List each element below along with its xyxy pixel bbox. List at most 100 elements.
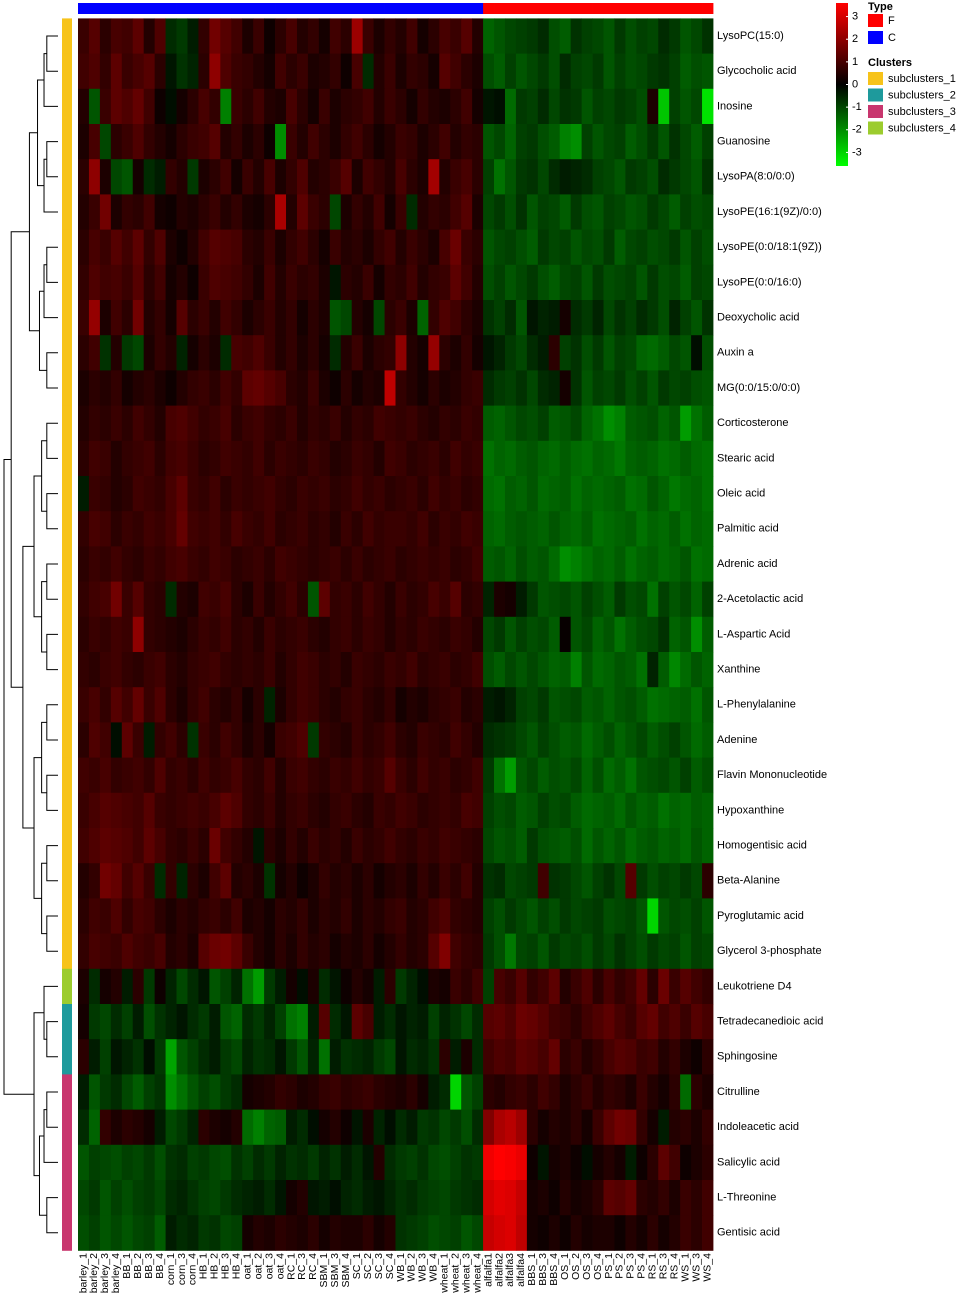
heatmap-cell (351, 1144, 364, 1181)
row-label: Palmitic acid (717, 523, 779, 535)
heatmap-cell (570, 440, 583, 477)
heatmap-cell (450, 687, 462, 723)
heatmap-cell (165, 1074, 177, 1110)
heatmap-cell (286, 1004, 298, 1040)
heatmap-cell (351, 440, 364, 477)
heatmap-cell (614, 18, 626, 54)
heatmap-cell (384, 1180, 396, 1216)
heatmap-cell (636, 194, 648, 230)
heatmap-cell (406, 1039, 418, 1075)
heatmap-cell (548, 124, 561, 160)
heatmap-cell (264, 370, 276, 406)
heatmap-cell (483, 581, 495, 618)
heatmap-cell (395, 264, 407, 301)
heatmap-cell (504, 405, 517, 442)
heatmap-cell (526, 933, 539, 970)
heatmap-cell (406, 1109, 418, 1146)
column-label: alfalfa1 (482, 1253, 494, 1287)
heatmap-cell (570, 1144, 583, 1181)
colorbar-tick-label: -1 (852, 101, 862, 113)
heatmap-cell (417, 440, 429, 477)
heatmap-cell (417, 18, 429, 54)
row-cluster-cell (62, 476, 72, 512)
heatmap-cell (318, 124, 331, 160)
heatmap-cell (362, 581, 375, 618)
heatmap-cell (362, 124, 375, 160)
heatmap-cell (658, 863, 670, 899)
heatmap-cell (483, 828, 495, 864)
heatmap-cell (395, 828, 407, 864)
heatmap-cell (121, 581, 134, 618)
legend-swatch (868, 14, 883, 27)
heatmap-cell (154, 616, 166, 653)
colorbar-tick-label: 2 (852, 33, 858, 45)
heatmap-cell (329, 722, 342, 758)
heatmap-cell (406, 88, 418, 125)
heatmap-cell (286, 476, 298, 512)
heatmap-cell (581, 88, 593, 125)
heatmap-cell (362, 828, 375, 864)
heatmap-cell (176, 18, 188, 54)
heatmap-cell (669, 18, 681, 54)
heatmap-cell (165, 1004, 177, 1040)
heatmap-cell (187, 229, 199, 266)
heatmap-cell (483, 229, 495, 266)
row-label: MG(0:0/15:0/0:0) (717, 382, 800, 394)
heatmap-cell (636, 687, 648, 723)
heatmap-cell (691, 53, 703, 90)
heatmap-cell (417, 581, 429, 618)
heatmap-cell (439, 405, 451, 442)
heatmap-cell (515, 300, 528, 336)
heatmap-cell (165, 300, 177, 336)
heatmap-cell (439, 546, 451, 582)
heatmap-cell (592, 1180, 604, 1216)
heatmap-cell (614, 440, 626, 477)
heatmap-cell (165, 863, 177, 899)
column-type-cell (99, 3, 112, 14)
heatmap-cell (680, 581, 692, 618)
heatmap-cell (504, 335, 517, 371)
heatmap-cell (88, 335, 101, 371)
heatmap-cell (99, 792, 112, 829)
heatmap-cell (504, 933, 517, 970)
heatmap-cell (318, 194, 331, 230)
heatmap-cell (176, 53, 188, 90)
dendrogram (3, 35, 58, 1234)
heatmap-cell (461, 1180, 473, 1216)
dendrogram-branch (46, 774, 58, 811)
heatmap-cell (515, 476, 528, 512)
heatmap-cell (669, 1144, 681, 1181)
heatmap-cell (592, 792, 604, 829)
row-cluster-cell (62, 898, 72, 934)
heatmap-cell (603, 863, 615, 899)
heatmap-cell (548, 53, 561, 90)
heatmap-cell (154, 264, 166, 301)
heatmap-cell (231, 1074, 243, 1110)
heatmap-cell (570, 757, 583, 794)
heatmap-cell (647, 1004, 659, 1040)
dendrogram-branch (46, 246, 58, 283)
heatmap-cell (78, 264, 90, 301)
heatmap-cell (515, 687, 528, 723)
heatmap-cell (515, 898, 528, 934)
heatmap-cell (581, 124, 593, 160)
heatmap-cell (373, 124, 385, 160)
heatmap-cell (275, 405, 287, 442)
heatmap-cell (570, 53, 583, 90)
heatmap-cell (242, 124, 254, 160)
heatmap-cell (318, 53, 331, 90)
heatmap-cell (78, 1215, 90, 1251)
heatmap-cell (614, 792, 626, 829)
heatmap-cell (209, 370, 221, 406)
heatmap-cell (526, 476, 539, 512)
heatmap-cell (209, 124, 221, 160)
heatmap-cell (669, 968, 681, 1005)
heatmap-cell (494, 1144, 506, 1181)
heatmap-cell (340, 511, 353, 547)
heatmap-cell (504, 370, 517, 406)
heatmap-cell (406, 722, 418, 758)
heatmap-cell (121, 370, 134, 406)
column-label: HB_1 (198, 1253, 210, 1279)
heatmap-cell (253, 335, 265, 371)
heatmap-cell (570, 229, 583, 266)
